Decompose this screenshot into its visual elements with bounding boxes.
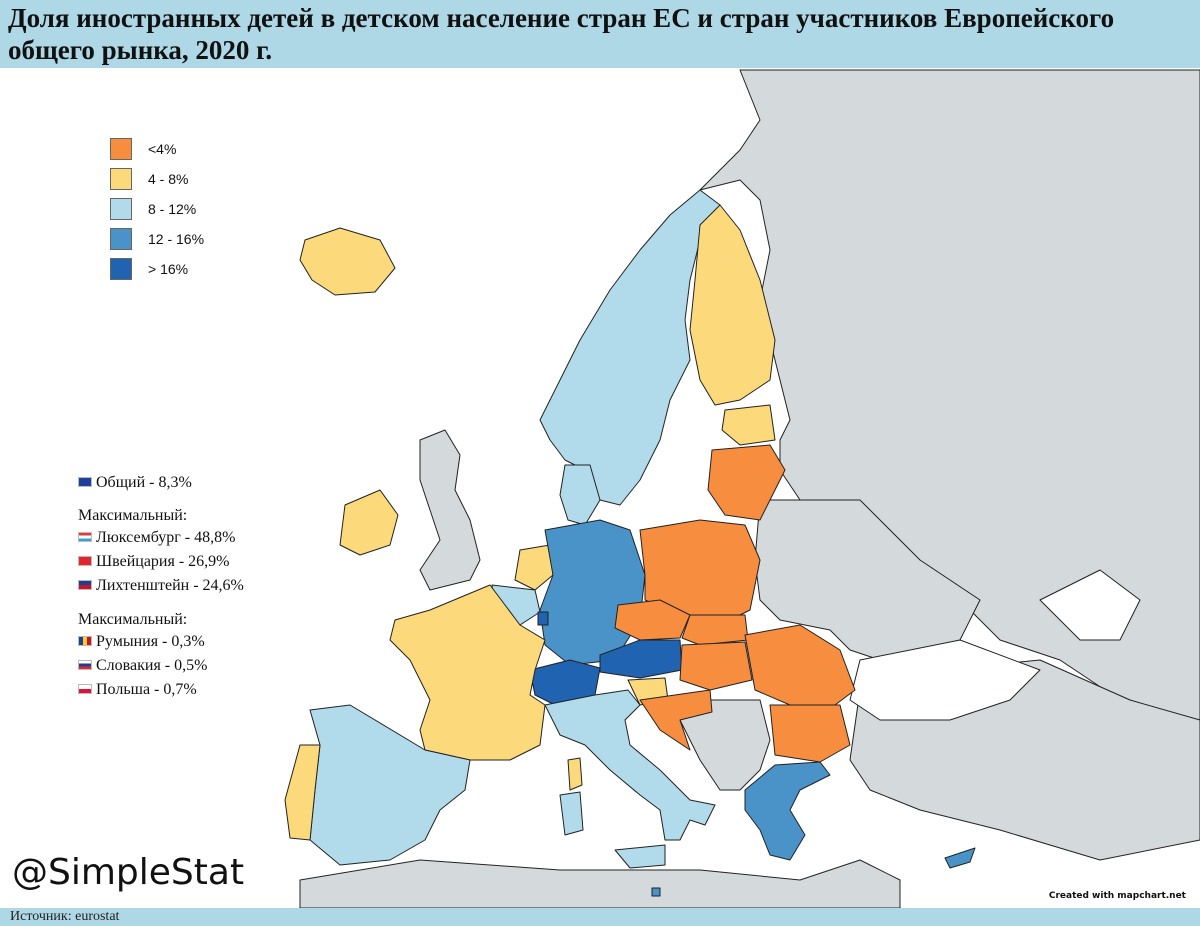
liechtenstein-flag-icon — [78, 580, 92, 590]
stat-max-heading: Максимальный: — [78, 507, 188, 524]
cyprus — [944, 847, 976, 869]
stat-max-2: Швейцария - 26,9% — [78, 553, 230, 571]
stat-min-3: Польша - 0,7% — [78, 681, 197, 699]
stat-total-text: Общий - 8,3% — [96, 474, 192, 491]
watermark: @SimpleStat — [12, 852, 245, 893]
legend-label: <4% — [148, 141, 177, 157]
corsica — [567, 757, 583, 791]
netherlands — [514, 544, 554, 591]
hungary — [679, 641, 753, 691]
france — [389, 584, 546, 761]
credit-text: Created with mapchart.net — [1048, 891, 1186, 901]
latvia-lithuania — [707, 444, 786, 521]
switzerland-flag-icon — [78, 556, 92, 566]
legend-label: 8 - 12% — [148, 201, 197, 217]
croatia — [639, 689, 713, 751]
stat-min-2: Словакия - 0,5% — [78, 657, 207, 675]
portugal — [284, 744, 321, 841]
uk-region — [419, 429, 481, 591]
belarus-ukraine-region — [754, 499, 981, 661]
map-title: Доля иностранных детей в детском населен… — [8, 3, 1115, 65]
slovakia — [681, 614, 749, 646]
italy — [544, 689, 716, 841]
romania-flag-icon — [78, 636, 92, 646]
stat-max-1: Люксембург - 48,8% — [78, 529, 235, 547]
luxembourg — [537, 611, 549, 626]
slovakia-flag-icon — [78, 660, 92, 670]
source-text: Источник: eurostat — [10, 909, 120, 924]
greece — [744, 761, 831, 861]
balkans-non-eu-region — [679, 699, 771, 791]
estonia — [721, 404, 776, 446]
iceland — [299, 227, 396, 296]
footer-bar: Источник: eurostat — [0, 908, 1200, 926]
legend-swatch — [110, 198, 132, 220]
malta — [651, 887, 661, 897]
caspian-caucasus-region — [1039, 569, 1141, 641]
stat-max-3: Лихтенштейн - 24,6% — [78, 577, 244, 595]
luxembourg-flag-icon — [78, 532, 92, 542]
legend-swatch — [110, 168, 132, 190]
russia-region — [699, 69, 1200, 721]
stat-total: Общий - 8,3% — [78, 474, 192, 492]
north-africa-region — [299, 859, 901, 908]
legend-swatch — [110, 228, 132, 250]
finland — [689, 204, 776, 406]
bulgaria — [769, 704, 851, 763]
legend-label: > 16% — [148, 261, 189, 277]
czechia — [614, 599, 691, 641]
sardinia — [559, 791, 584, 836]
poland-flag-icon — [78, 684, 92, 694]
ireland — [339, 489, 399, 556]
legend-label: 12 - 16% — [148, 231, 205, 247]
sicily — [614, 844, 666, 869]
black-sea — [849, 639, 1041, 721]
legend-label: 4 - 8% — [148, 171, 189, 187]
europe-map — [0, 68, 1200, 908]
legend-swatch — [110, 258, 132, 280]
stat-min-heading: Максимальный: — [78, 611, 188, 628]
eu-flag-icon — [78, 477, 92, 487]
title-bar: Доля иностранных детей в детском населен… — [0, 0, 1200, 68]
romania — [744, 624, 856, 706]
legend-swatch — [110, 138, 132, 160]
stat-min-1: Румыния - 0,3% — [78, 633, 205, 651]
